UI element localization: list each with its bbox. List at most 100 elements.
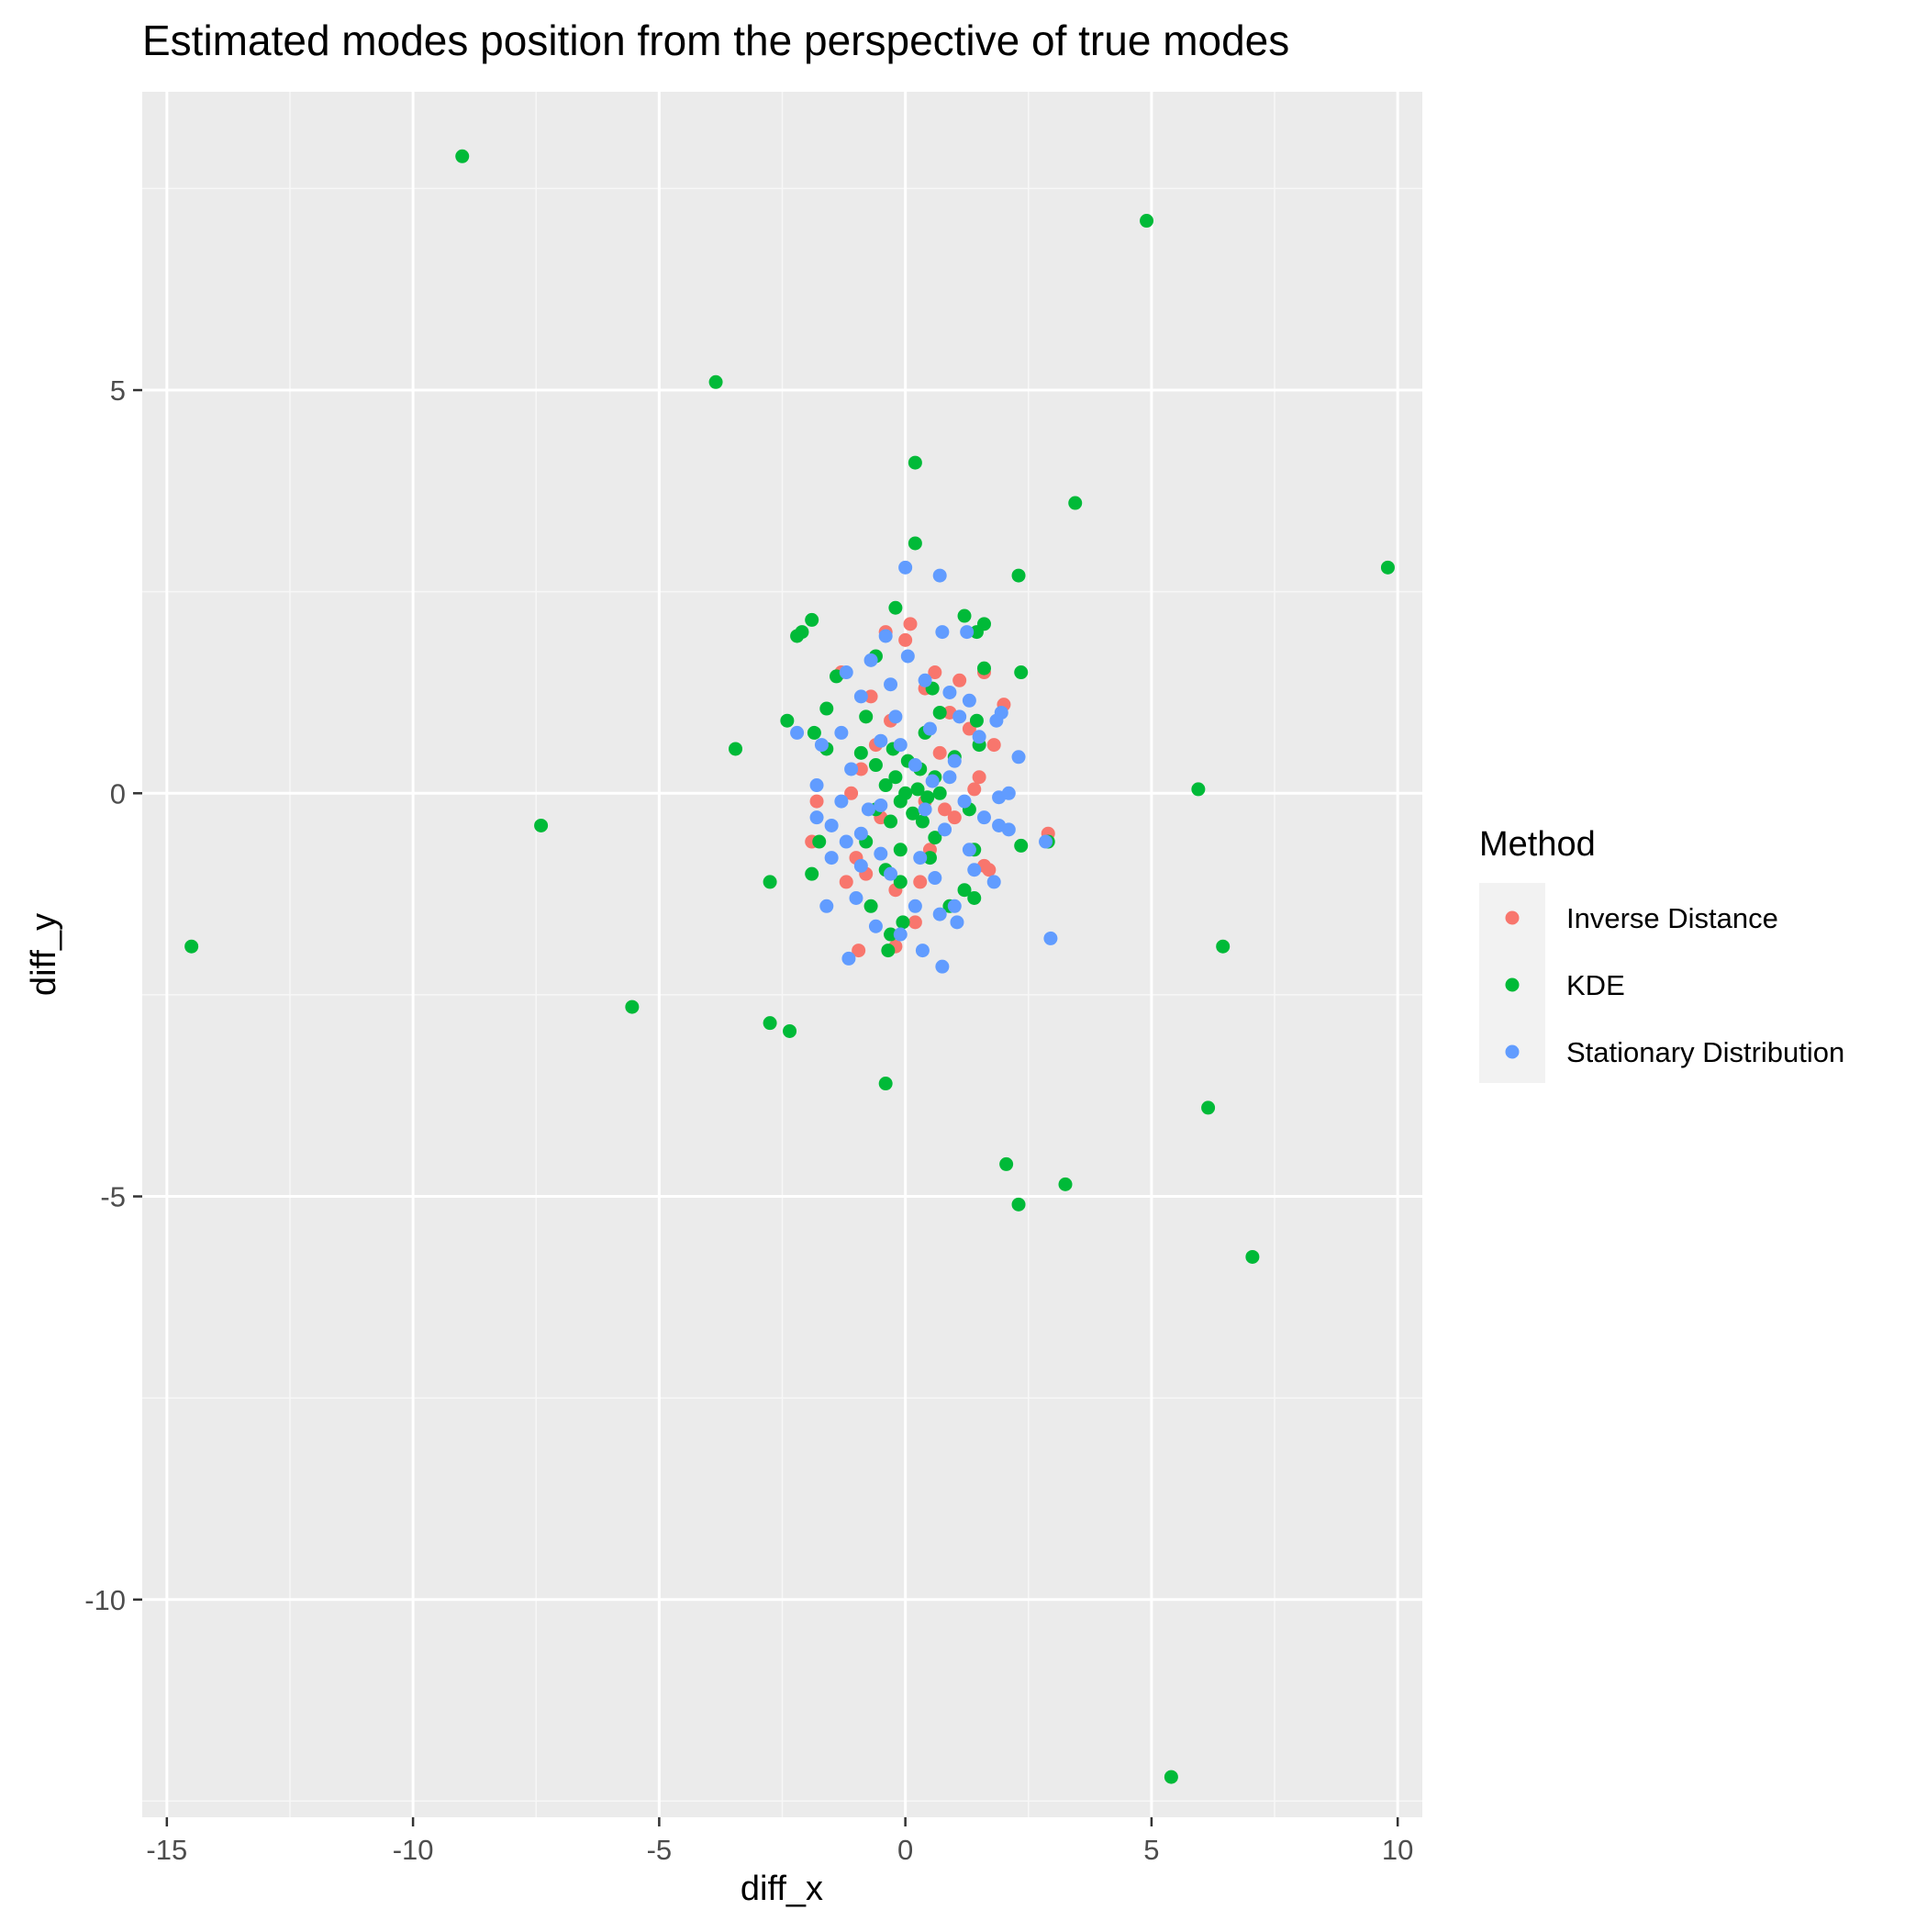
legend-swatch [1505,910,1520,925]
data-point [841,951,856,966]
data-point [928,871,942,886]
data-point [938,802,952,817]
data-point [625,1000,640,1014]
data-point [884,927,898,942]
data-point [922,721,937,736]
data-point [925,774,940,788]
data-point [844,762,859,776]
data-point [992,818,1007,832]
data-point [913,875,928,889]
data-point [950,915,964,930]
data-point [910,782,925,797]
data-point [763,1016,777,1031]
data-point [809,778,824,793]
data-point [884,814,898,829]
data-point [819,701,834,716]
x-axis: -15 -10 -5 0 5 10 [146,1817,1413,1866]
data-point [853,689,868,704]
data-point [928,665,942,680]
data-point [903,617,918,631]
data-point [868,919,883,933]
data-point [893,875,908,889]
data-point [834,794,849,809]
data-point [1011,750,1026,765]
data-point [906,806,920,821]
data-point [932,745,947,760]
data-point [853,858,868,873]
data-points [184,149,1395,1784]
chart-title: Estimated modes position from the perspe… [142,17,1289,64]
data-point [874,846,888,861]
data-point [928,831,942,845]
data-point [935,625,950,640]
data-point [922,851,937,865]
data-point [853,762,868,776]
data-point [853,745,868,760]
data-point [878,1077,893,1091]
data-point [893,738,908,753]
data-point [878,778,893,793]
data-point [957,883,972,898]
data-point [814,738,829,753]
data-point [918,802,932,817]
data-point [780,713,795,728]
data-point [967,891,982,906]
data-point [805,612,819,627]
data-point [898,560,913,575]
data-point [790,629,805,643]
data-point [986,875,1001,889]
data-point [1014,665,1029,680]
data-point [908,915,922,930]
data-point [898,632,913,647]
minor-gridlines [142,92,1422,1817]
data-point [1245,1249,1260,1264]
data-point [935,959,950,974]
data-point [839,665,853,680]
data-point [455,149,470,163]
data-point [819,899,834,913]
x-tick-label: -15 [146,1834,187,1866]
data-point [947,810,962,825]
data-point [969,713,984,728]
y-tick-label: 0 [110,777,126,810]
data-point [1068,496,1083,510]
data-point [915,944,930,958]
data-point [989,713,1004,728]
data-point [1380,560,1395,575]
data-point [534,818,549,832]
data-point [976,810,991,825]
major-gridlines [142,92,1422,1817]
y-tick-label: 5 [110,374,126,407]
data-point [932,907,947,921]
legend-title: Method [1479,825,1596,864]
data-point [861,802,875,817]
data-point [888,709,903,724]
data-point [868,758,883,773]
data-point [900,649,915,664]
data-point [1058,1177,1073,1191]
data-point [913,851,928,865]
data-point [888,770,903,785]
data-point [1140,214,1154,229]
data-point [1043,931,1058,945]
data-point [908,536,922,551]
data-point [839,875,853,889]
data-point [708,374,723,389]
series-stationary-distribution [790,560,1058,974]
data-point [972,770,986,785]
data-point [967,863,982,877]
data-point [863,899,878,913]
data-point [957,794,972,809]
data-point [812,834,827,849]
data-point [809,810,824,825]
data-point [1191,782,1206,797]
data-point [859,709,874,724]
x-axis-title: diff_x [741,1870,823,1908]
data-point [849,891,863,906]
data-point [1164,1770,1178,1784]
x-tick-label: 5 [1143,1834,1159,1866]
data-point [952,673,967,687]
legend-label: Stationary Distribution [1566,1036,1844,1068]
